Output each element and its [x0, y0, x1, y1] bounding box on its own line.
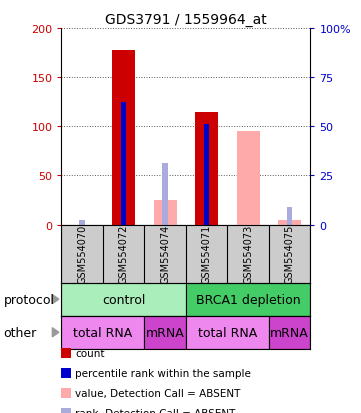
Bar [121, 102, 126, 225]
Text: percentile rank within the sample: percentile rank within the sample [75, 368, 251, 378]
Text: total RNA: total RNA [73, 326, 132, 339]
Text: mRNA: mRNA [146, 326, 184, 339]
Text: rank, Detection Call = ABSENT: rank, Detection Call = ABSENT [75, 408, 235, 413]
Text: GSM554074: GSM554074 [160, 224, 170, 284]
Bar [162, 163, 168, 225]
Text: GSM554075: GSM554075 [285, 224, 295, 284]
Text: GSM554070: GSM554070 [77, 224, 87, 284]
Bar [112, 50, 135, 225]
Bar [154, 201, 177, 225]
Bar [144, 316, 186, 349]
Polygon shape [52, 295, 59, 304]
Text: total RNA: total RNA [198, 326, 257, 339]
Bar [61, 283, 186, 316]
Bar [186, 316, 269, 349]
Text: mRNA: mRNA [270, 326, 309, 339]
Bar [61, 368, 71, 378]
Title: GDS3791 / 1559964_at: GDS3791 / 1559964_at [105, 12, 267, 26]
Bar [61, 348, 71, 358]
Text: value, Detection Call = ABSENT: value, Detection Call = ABSENT [75, 388, 240, 398]
Bar [79, 220, 85, 225]
Text: GSM554073: GSM554073 [243, 224, 253, 284]
Bar [237, 132, 260, 225]
Bar [61, 316, 144, 349]
Bar [61, 388, 71, 398]
Text: other: other [4, 326, 37, 339]
Text: control: control [102, 293, 145, 306]
Bar [186, 283, 310, 316]
Text: count: count [75, 348, 105, 358]
Text: GSM554072: GSM554072 [119, 224, 129, 284]
Bar [287, 207, 292, 225]
Bar [61, 408, 71, 413]
Polygon shape [52, 328, 59, 337]
Bar [269, 316, 310, 349]
Bar [278, 220, 301, 225]
Text: protocol: protocol [4, 293, 55, 306]
Bar [204, 125, 209, 225]
Bar [195, 112, 218, 225]
Text: GSM554071: GSM554071 [202, 224, 212, 284]
Text: BRCA1 depletion: BRCA1 depletion [196, 293, 300, 306]
